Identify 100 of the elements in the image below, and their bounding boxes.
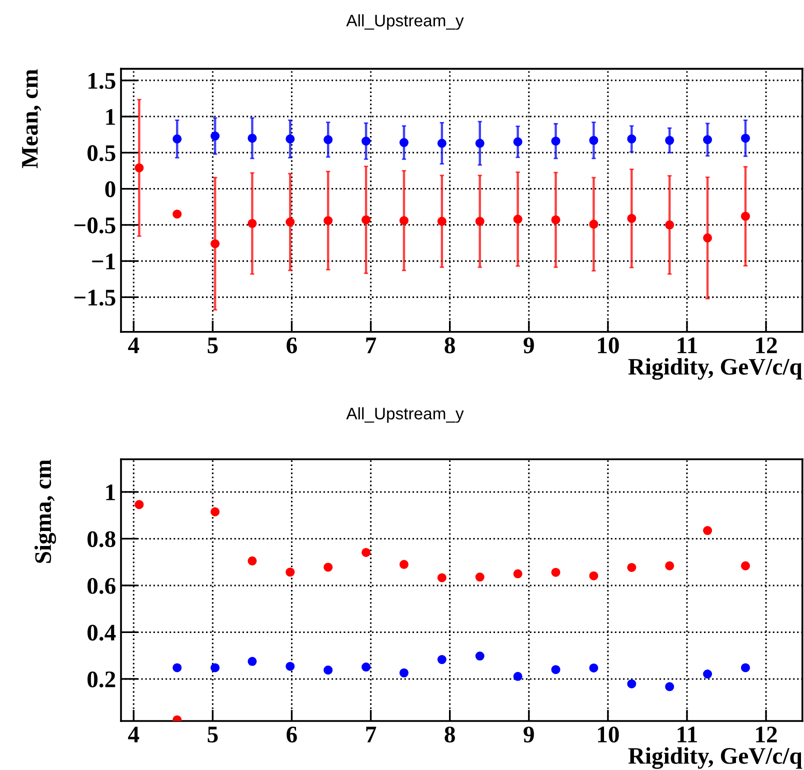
y-tick-label: 0.4 (88, 624, 116, 641)
point (399, 216, 409, 226)
point (248, 556, 257, 566)
point (740, 212, 750, 221)
x-tick-label: 12 (756, 726, 777, 742)
point (362, 662, 371, 672)
point (399, 138, 409, 148)
x-tick-label: 9 (524, 726, 534, 743)
x-tick-label: 12 (756, 337, 777, 354)
point (437, 573, 446, 582)
point (324, 666, 333, 675)
point (513, 672, 522, 681)
x-tick-label: 8 (444, 337, 455, 354)
point (513, 137, 522, 146)
y-tick-label: 1 (106, 109, 115, 125)
x-tick-label: 10 (598, 726, 619, 743)
y-tick-label: −1 (92, 254, 115, 270)
point (437, 655, 446, 664)
point (627, 214, 636, 223)
point (134, 163, 144, 172)
point (740, 134, 750, 143)
point (172, 663, 182, 672)
point (286, 662, 295, 671)
point (475, 652, 484, 661)
y-tick-label: 0.8 (88, 531, 116, 548)
x-tick-label: 9 (524, 337, 534, 354)
point (627, 134, 636, 144)
y-tick-label: 0 (105, 181, 116, 198)
point (551, 568, 560, 577)
y-tick-label: −0.5 (74, 217, 116, 234)
point (362, 548, 371, 558)
point (437, 216, 446, 226)
x-axis-title: Rigidity, GeV/c/q (628, 358, 802, 380)
point (248, 656, 257, 666)
point (703, 135, 712, 144)
y-tick-label: −1.5 (74, 290, 116, 306)
point (437, 138, 446, 148)
point (324, 135, 333, 144)
chart-title: All_Upstream_y (346, 14, 464, 30)
point (362, 136, 371, 146)
point (665, 682, 674, 692)
x-tick-label: 6 (286, 726, 297, 743)
point (513, 569, 522, 578)
x-tick-label: 4 (128, 338, 140, 354)
point (210, 507, 220, 516)
y-tick-label: 1 (106, 484, 115, 500)
x-tick-label: 6 (286, 337, 297, 354)
y-tick-label: 0.2 (88, 671, 116, 688)
point (703, 526, 712, 536)
point (551, 136, 560, 146)
point (589, 220, 598, 229)
point (551, 215, 560, 224)
point (286, 218, 295, 227)
point (399, 560, 409, 569)
x-tick-label: 7 (366, 726, 376, 742)
point (589, 663, 598, 672)
x-tick-label: 5 (208, 726, 218, 743)
point (286, 134, 295, 144)
chart-title: All_Upstream_y (346, 407, 464, 423)
point (665, 136, 674, 145)
x-tick-label: 11 (678, 338, 697, 354)
point (551, 665, 560, 674)
point (740, 561, 750, 570)
point (589, 571, 598, 580)
point (134, 500, 144, 510)
y-tick-label: 0.5 (88, 145, 116, 162)
point (665, 561, 674, 570)
x-tick-label: 11 (678, 726, 697, 742)
x-axis-title: Rigidity, GeV/c/q (628, 747, 802, 769)
point (210, 663, 220, 672)
point (324, 562, 333, 572)
point (210, 132, 220, 141)
point (286, 568, 295, 577)
x-tick-label: 4 (128, 726, 140, 742)
x-tick-label: 5 (208, 338, 218, 354)
point (627, 562, 636, 572)
point (513, 214, 522, 224)
y-axis-title: Mean, cm (22, 69, 42, 168)
x-tick-label: 10 (598, 337, 619, 354)
point (475, 572, 484, 582)
point (703, 233, 712, 242)
y-tick-label: 0.6 (88, 578, 116, 594)
point (665, 220, 674, 230)
point (210, 239, 220, 248)
point (172, 210, 182, 219)
y-axis-title: Sigma, cm (34, 460, 56, 563)
point (248, 134, 257, 143)
point (248, 218, 257, 228)
point (172, 134, 182, 144)
point (399, 668, 409, 678)
point (475, 216, 484, 226)
point (627, 679, 636, 688)
point (475, 138, 484, 148)
point (589, 136, 598, 145)
point (740, 663, 750, 672)
x-tick-label: 8 (444, 726, 455, 743)
y-tick-label: 1.5 (88, 73, 116, 89)
point (324, 216, 333, 226)
point (703, 670, 712, 679)
point (362, 215, 371, 224)
